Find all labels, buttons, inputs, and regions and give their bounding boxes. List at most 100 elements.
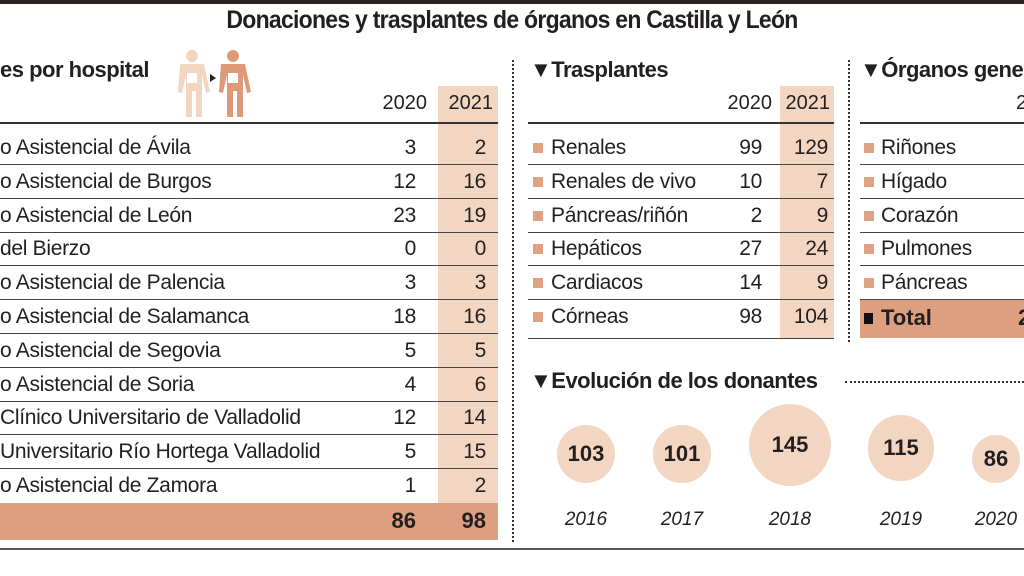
bubble-2017: 101 — [653, 425, 711, 483]
value-2021: 2 — [474, 136, 487, 159]
value-2021: 19 — [463, 203, 486, 227]
table-bottom-rule — [528, 338, 834, 339]
value-2021: 14 — [463, 406, 486, 430]
value-2021: 3 — [474, 271, 487, 295]
value-2020: 14 — [739, 271, 762, 295]
table-row: Pulmones — [860, 232, 1024, 266]
value-2021: 5 — [474, 338, 487, 362]
value-2020: 98 — [739, 305, 762, 328]
table-row: o Asistencial de León 23 19 — [0, 199, 498, 233]
table-row: Páncreas — [860, 266, 1024, 300]
value-2020: 3 — [404, 271, 417, 295]
bubble-2016: 103 — [556, 424, 616, 484]
table-row: del Bierzo 0 0 — [0, 232, 498, 266]
table-row: o Asistencial de Soria 4 6 — [0, 368, 498, 402]
trasplantes-2021-column-shade — [780, 86, 834, 338]
row-divider — [0, 400, 498, 402]
hospitals-year-2021: 2021 — [448, 92, 494, 114]
page-title: Donaciones y trasplantes de órganos en C… — [226, 6, 798, 34]
table-row: Cardiacos 14 9 — [528, 266, 834, 300]
value-2020: 5 — [404, 440, 417, 464]
row-divider — [860, 197, 1024, 199]
bullet-square-icon — [533, 176, 543, 187]
hospitals-year-2020: 2020 — [382, 92, 428, 114]
human-figures-icon — [178, 50, 251, 117]
bullet-square-icon — [864, 278, 874, 289]
table-row: Riñones — [860, 131, 1024, 165]
bubble-2018: 145 — [748, 403, 832, 487]
bubble-label: 86 — [983, 445, 1009, 471]
value-2020: 99 — [739, 136, 762, 159]
bubble-label: 101 — [663, 440, 701, 466]
transplant-type: Córneas — [551, 305, 629, 328]
transplant-type: Renales de vivo — [551, 169, 696, 193]
hospital-name: o Asistencial de Ávila — [0, 136, 191, 159]
hospital-name: o Asistencial de Salamanca — [0, 305, 250, 328]
value-2020: 4 — [404, 372, 417, 396]
hospital-name: o Asistencial de Zamora — [0, 474, 218, 497]
table-row: o Asistencial de Palencia 3 3 — [0, 266, 498, 300]
table-row: Páncreas/riñón 2 9 — [528, 199, 834, 233]
organos-total-label: Total — [881, 305, 932, 330]
hospital-name: o Asistencial de León — [0, 203, 193, 227]
organos-heading: ▼Órganos gene — [860, 57, 1024, 82]
table-row: o Asistencial de Burgos 12 16 — [0, 165, 498, 199]
trasplantes-year-2021: 2021 — [785, 92, 831, 114]
row-divider — [860, 231, 1024, 233]
organos-total-row: Total 2 — [860, 300, 1024, 338]
dotted-leader — [845, 381, 1024, 383]
row-divider — [528, 265, 834, 267]
row-divider — [0, 366, 498, 368]
value-2020: 5 — [404, 338, 417, 362]
row-divider — [0, 197, 498, 199]
transplant-type: Páncreas/riñón — [551, 203, 689, 227]
total-bullet — [864, 313, 873, 324]
value-2021: 24 — [805, 237, 828, 261]
hospital-name: Clínico Universitario de Valladolid — [0, 406, 301, 430]
value-2020: 18 — [393, 305, 416, 328]
total-2020: 86 — [391, 508, 416, 533]
row-divider — [0, 265, 498, 267]
row-divider — [528, 164, 834, 165]
value-2020: 0 — [404, 237, 417, 261]
table-row: Hepáticos 27 24 — [528, 232, 834, 266]
value-2020: 1 — [404, 474, 417, 497]
bullet-square-icon — [864, 176, 874, 187]
year-label: 2019 — [879, 509, 923, 530]
bullet-square-icon — [864, 143, 874, 153]
year-label: 2018 — [768, 509, 812, 530]
hospitals-heading: es por hospital — [0, 57, 149, 82]
value-2021: 9 — [816, 271, 829, 295]
value-2020: 3 — [404, 136, 417, 159]
bullet-square-icon — [533, 278, 543, 289]
hospital-name: o Asistencial de Segovia — [0, 338, 221, 362]
organ-name: Páncreas — [881, 271, 968, 295]
value-2020: 12 — [393, 169, 416, 193]
value-2021: 6 — [474, 372, 487, 396]
organ-name: Pulmones — [881, 237, 972, 261]
dotted-divider — [512, 60, 514, 542]
value-2020: 2 — [750, 203, 763, 227]
hospital-name: o Asistencial de Palencia — [0, 271, 225, 295]
bullet-square-icon — [533, 210, 543, 221]
bubble-label: 103 — [567, 440, 605, 466]
table-row: o Asistencial de Segovia 5 5 — [0, 334, 498, 368]
header-rule — [860, 122, 1024, 124]
organ-name: Corazón — [881, 203, 959, 227]
bullet-square-icon — [533, 244, 543, 255]
chart-title: ▼Evolución de los donantes — [530, 368, 818, 393]
header-rule — [0, 122, 498, 124]
bubble-2020: 86 — [971, 434, 1021, 484]
bullet-square-icon — [533, 143, 543, 153]
table-row: Corazón — [860, 199, 1024, 233]
organos-total-partial: 2 — [1018, 305, 1024, 331]
row-divider — [0, 333, 498, 334]
bottom-rule — [0, 548, 1024, 550]
value-2021: 129 — [793, 136, 828, 159]
row-divider — [860, 265, 1024, 267]
year-label: 2016 — [564, 509, 608, 530]
value-2021: 16 — [463, 305, 486, 328]
trasplantes-heading: ▼Trasplantes — [530, 57, 669, 82]
value-2020: 27 — [739, 237, 762, 261]
table-row: Renales 99 129 — [528, 131, 834, 165]
